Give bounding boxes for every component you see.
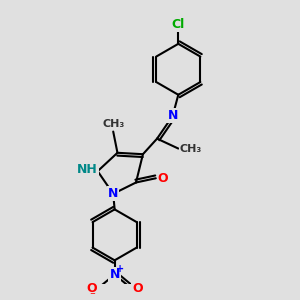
Text: N: N (110, 268, 120, 281)
Text: N: N (108, 187, 119, 200)
Text: NH: NH (77, 163, 98, 176)
Text: Cl: Cl (172, 17, 185, 31)
Text: O: O (87, 282, 97, 295)
Text: O: O (158, 172, 168, 185)
Text: ⁻: ⁻ (89, 291, 95, 300)
Text: CH₃: CH₃ (180, 143, 202, 154)
Text: N: N (167, 110, 178, 122)
Text: +: + (116, 264, 124, 274)
Text: CH₃: CH₃ (102, 119, 124, 130)
Text: O: O (132, 282, 142, 295)
